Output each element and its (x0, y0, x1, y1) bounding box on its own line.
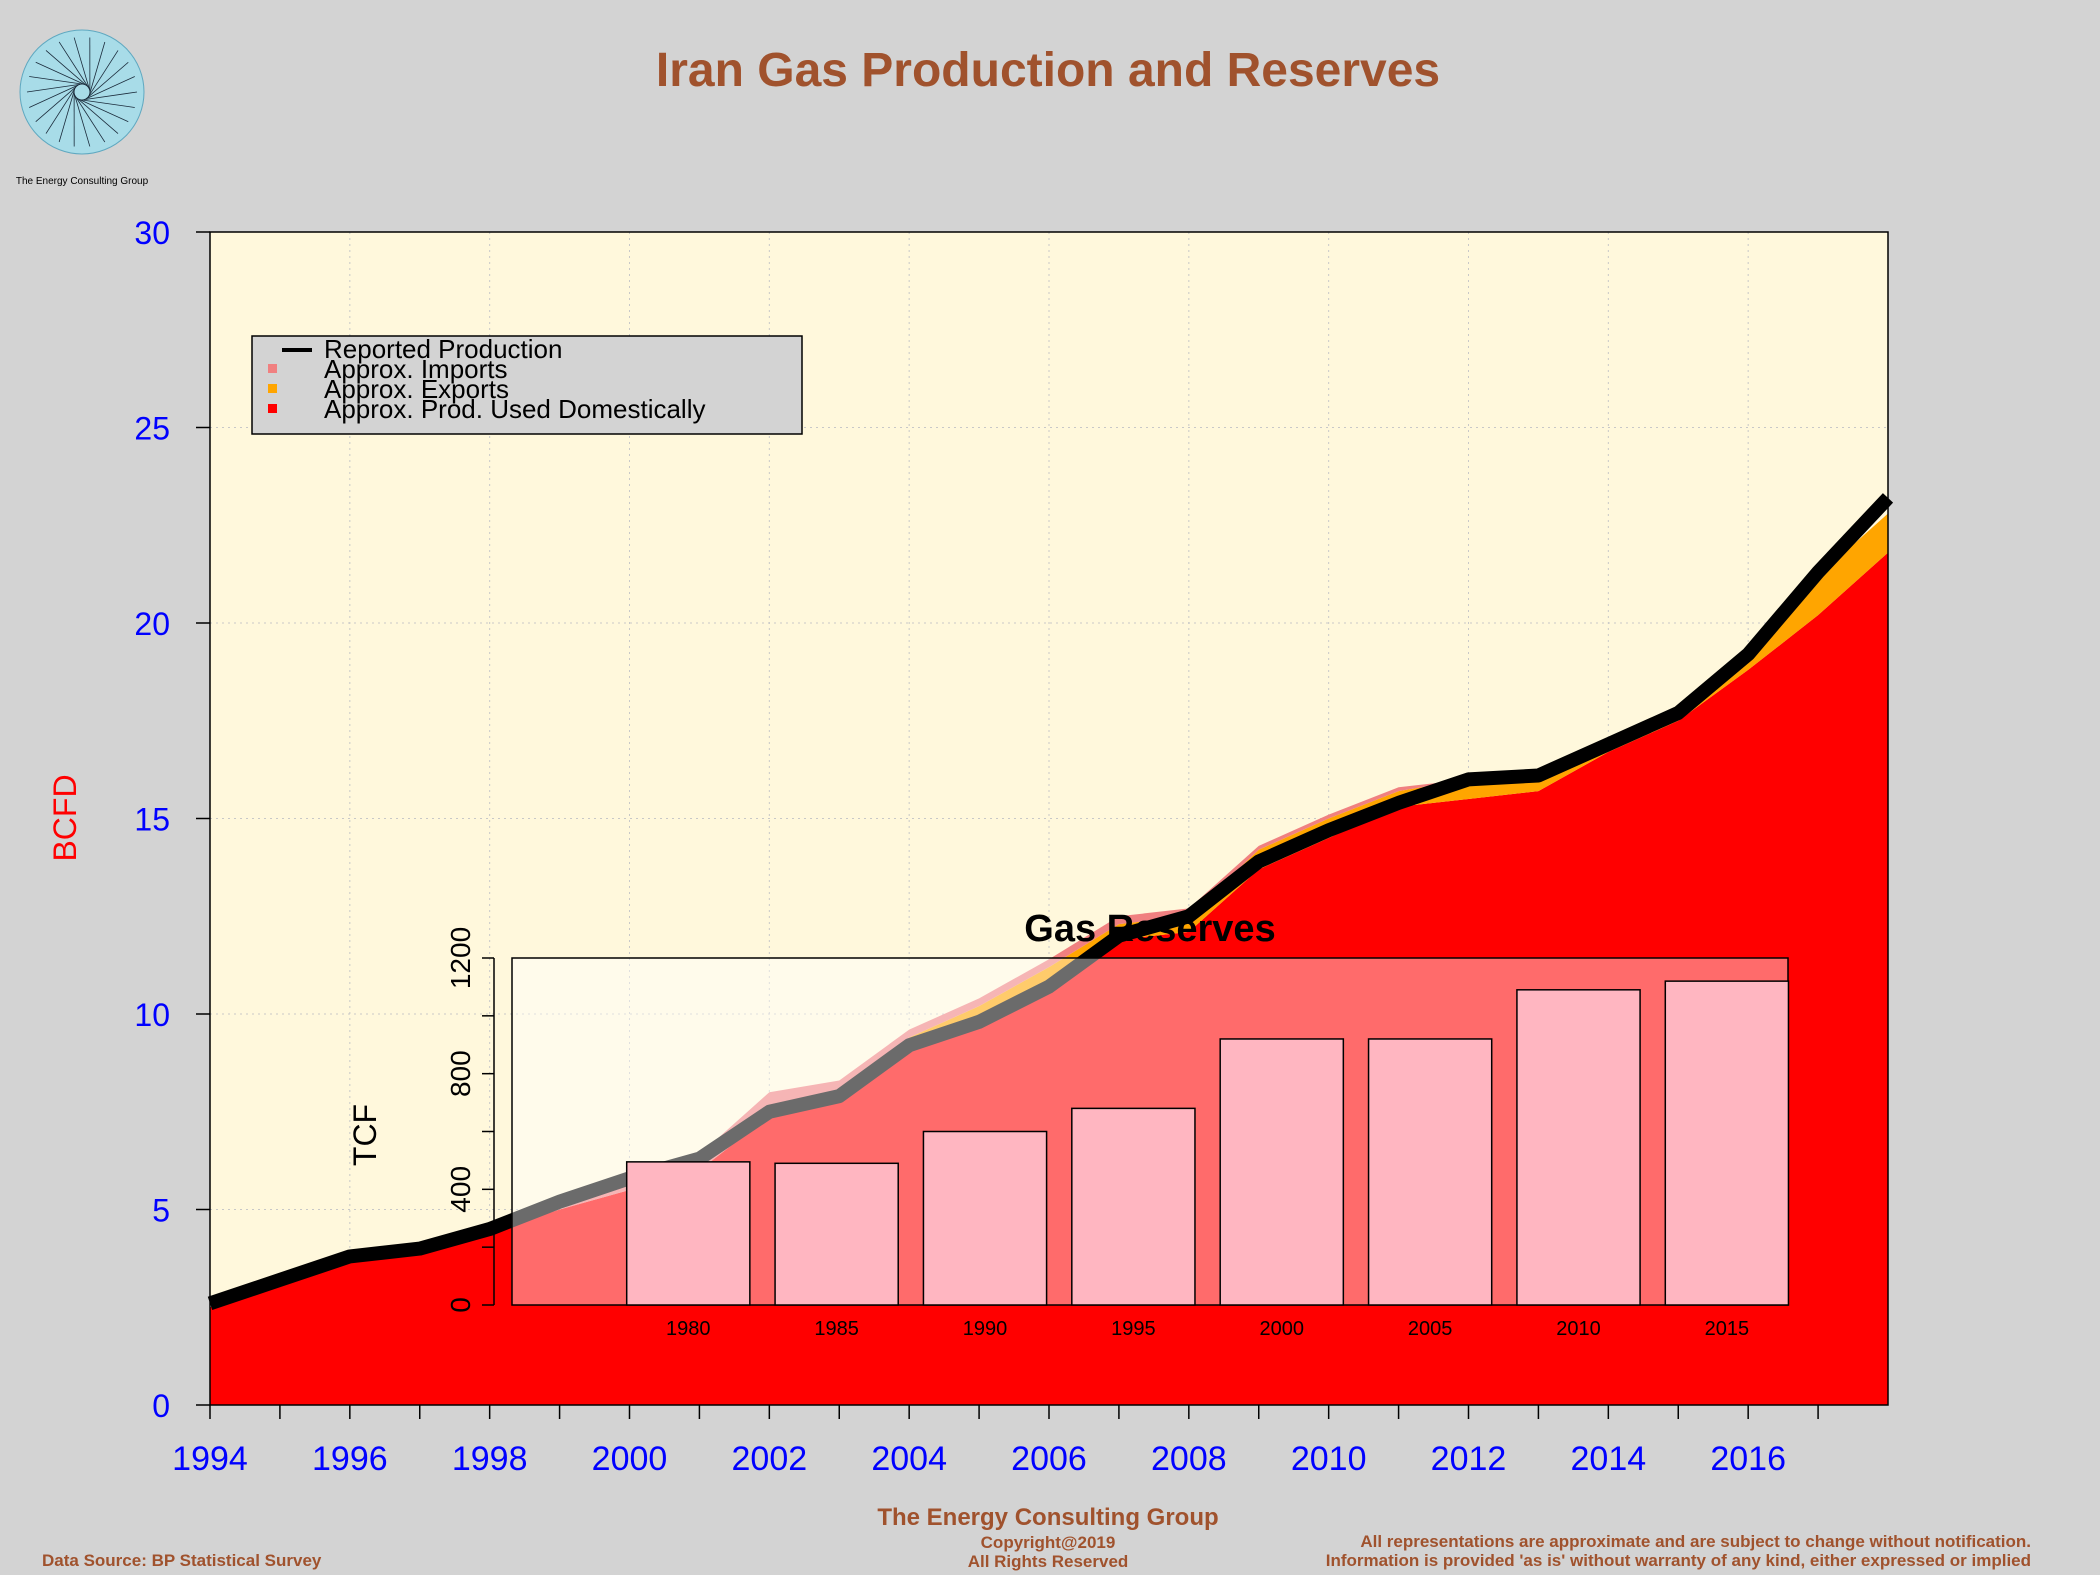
inset-y-tick-label: 400 (445, 1166, 476, 1213)
logo-line (88, 41, 106, 96)
x-tick-label: 1994 (172, 1440, 248, 1478)
axes: 1994 1996 1998 2000 2002 2004 2006 2008 2010 2012… (134, 215, 1819, 1478)
legend-square-swatch (268, 404, 277, 413)
chart-title: Iran Gas Production and Reserves (656, 44, 1440, 97)
y-tick-label: 10 (134, 997, 170, 1033)
inset-title: Gas Reserves (1024, 908, 1275, 950)
logo-line (87, 50, 119, 98)
logo-line (35, 84, 79, 123)
x-tick-label: 2004 (871, 1440, 947, 1478)
x-tick-label: 1998 (452, 1440, 528, 1478)
x-tick-label: 2014 (1571, 1440, 1647, 1478)
y-tick-label: 25 (134, 411, 170, 447)
x-tick-label: 2008 (1151, 1440, 1227, 1478)
logo: The Energy Consulting Group (16, 29, 149, 187)
logo-line (73, 37, 91, 92)
logo-circle (19, 29, 145, 155)
line-reported-production (207, 493, 1894, 1310)
y-axis-label: BCFD (47, 774, 83, 861)
logo-line (58, 41, 90, 90)
legend-square-swatch (268, 364, 277, 373)
logo-caption: The Energy Consulting Group (16, 176, 149, 187)
footer-rights: All Rights Reserved (968, 1552, 1129, 1571)
x-tick-label: 2006 (1011, 1440, 1087, 1478)
y-tick-label: 30 (134, 215, 170, 251)
footer-title: The Energy Consulting Group (877, 1504, 1218, 1531)
footer-disclaimer-2: Information is provided 'as is' without … (1326, 1551, 2031, 1570)
inset-x-tick-label: 2015 (1705, 1318, 1750, 1340)
inset-x-tick-label: 2010 (1556, 1318, 1601, 1340)
inset-x-tick-label: 1985 (814, 1318, 859, 1340)
y-tick-label: 15 (134, 802, 170, 838)
inset-y-tick-label: 0 (445, 1297, 476, 1313)
inset-bar (1219, 1038, 1345, 1306)
logo-line (74, 94, 106, 143)
y-tick-label: 20 (134, 606, 170, 642)
inset-bar (1071, 1107, 1196, 1306)
logo-line (83, 76, 135, 101)
legend-square-swatch (268, 384, 277, 393)
logo-line (77, 98, 129, 123)
x-tick-label: 2012 (1431, 1440, 1507, 1478)
logo-line (79, 99, 135, 108)
inset-bar (922, 1130, 1048, 1306)
inset-y-axis-label: TCF (347, 1104, 383, 1166)
inset-bar (625, 1161, 751, 1306)
inset-bar (1367, 1038, 1493, 1306)
footer: Data Source: BP Statistical Survey The E… (42, 1504, 2031, 1571)
logo-line (81, 91, 138, 101)
logo-line (45, 86, 77, 134)
logo-line (73, 92, 91, 147)
footer-disclaimer-1: All representations are approximate and … (1360, 1532, 2031, 1551)
inset-chart: 1980 1985 1990 1995 2000 2005 2010 2015 0 400 800 1… (347, 908, 1790, 1340)
x-tick-label: 1996 (312, 1440, 388, 1478)
footer-copyright: Copyright@2019 (981, 1533, 1116, 1552)
legend-label: Approx. Exports (324, 374, 509, 404)
logo-line (35, 61, 87, 86)
legend-label: Reported Production (324, 334, 562, 364)
logo-line (29, 76, 85, 85)
logo-line (75, 96, 119, 134)
logo-line (58, 88, 76, 143)
inset-x-tick-label: 2000 (1260, 1318, 1305, 1340)
inset-y-tick-label: 1200 (445, 927, 476, 989)
logo-line (29, 83, 81, 108)
y-tick-label: 0 (152, 1388, 170, 1424)
inset-x-tick-label: 1990 (963, 1318, 1008, 1340)
logo-line (45, 50, 89, 88)
x-tick-label: 2016 (1710, 1440, 1786, 1478)
x-tick-label: 2000 (592, 1440, 668, 1478)
legend-box (251, 335, 803, 435)
inset-y-tick-label: 800 (445, 1050, 476, 1097)
legend-label: Approx. Prod. Used Domestically (324, 394, 705, 424)
inset-x-tick-label: 2005 (1408, 1318, 1453, 1340)
legend-label: Approx. Imports (324, 354, 508, 384)
inset-bar (774, 1162, 899, 1306)
logo-line (85, 61, 129, 100)
x-tick-label: 2002 (732, 1440, 808, 1478)
y-tick-label: 5 (152, 1193, 170, 1229)
x-tick-label: 2010 (1291, 1440, 1367, 1478)
logo-line (26, 83, 83, 93)
inset-x-tick-label: 1995 (1111, 1318, 1156, 1340)
footer-source: Data Source: BP Statistical Survey (42, 1551, 322, 1570)
logo-swirl-icon (26, 37, 138, 147)
inset-bar (1516, 989, 1641, 1306)
inset-bar (1664, 980, 1790, 1306)
inset-x-tick-label: 1980 (666, 1318, 711, 1340)
